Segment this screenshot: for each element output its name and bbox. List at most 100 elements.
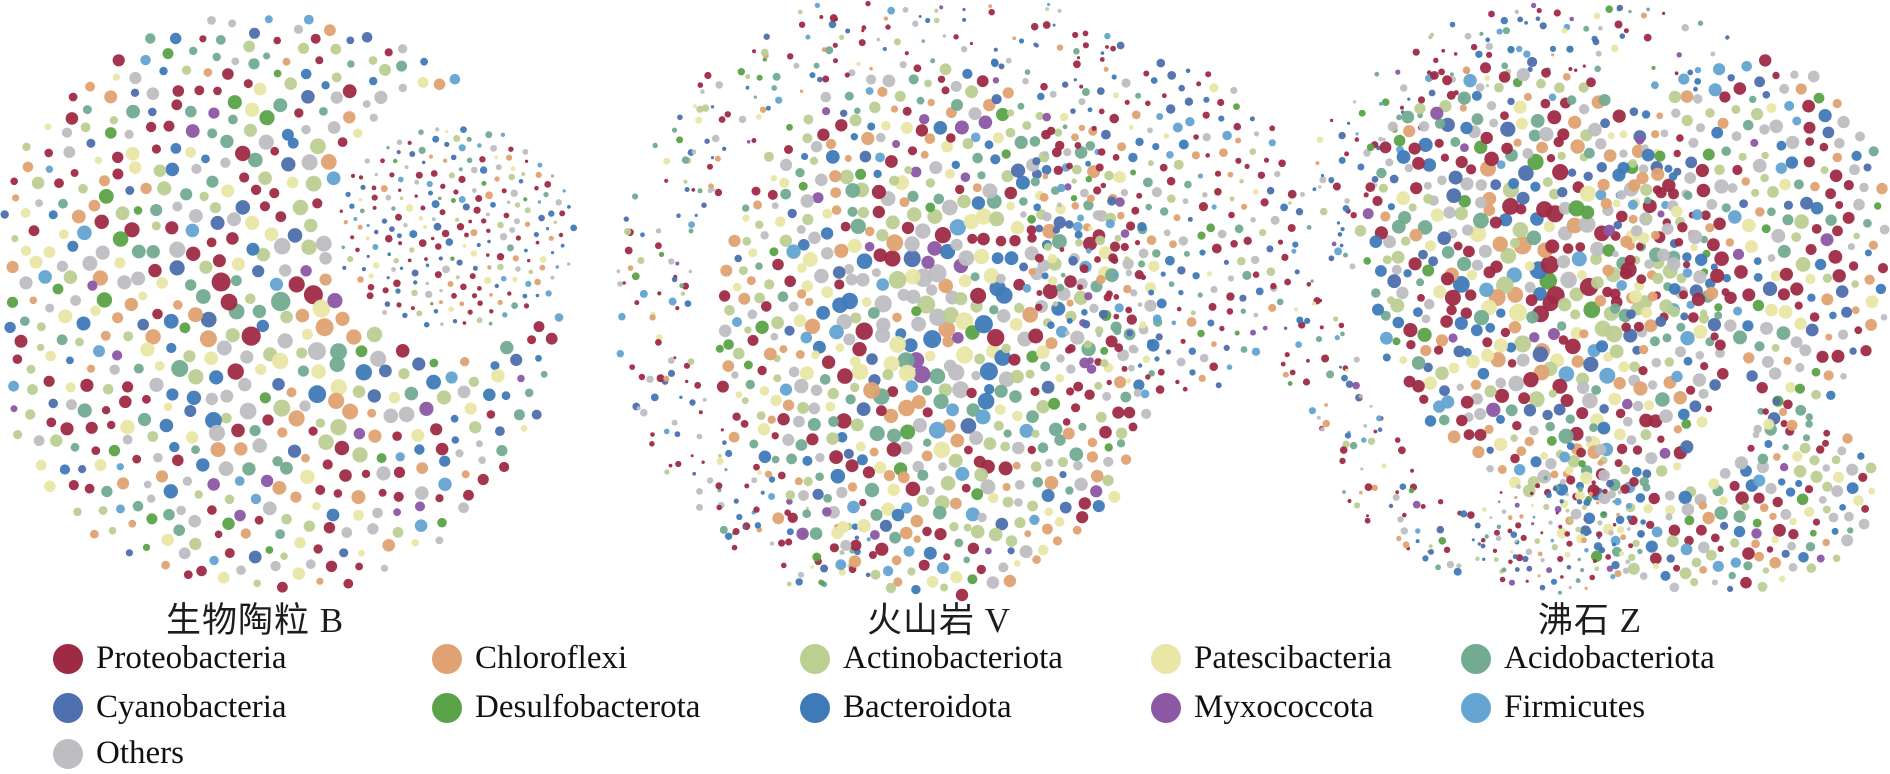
network-node — [843, 333, 856, 346]
network-node — [1112, 173, 1122, 182]
network-node — [1048, 397, 1061, 410]
network-node — [299, 400, 311, 412]
network-node — [567, 205, 571, 209]
network-node — [696, 105, 704, 113]
network-node — [950, 571, 963, 584]
network-node — [754, 292, 765, 304]
network-node — [1439, 414, 1450, 426]
network-node — [904, 51, 909, 56]
legend-item-firmicutes: Firmicutes — [1461, 691, 1645, 724]
network-node — [1490, 179, 1502, 191]
network-node — [1475, 83, 1485, 92]
network-node — [1237, 256, 1246, 266]
network-node — [1508, 559, 1513, 565]
network-node — [1482, 557, 1486, 561]
network-node — [883, 470, 896, 482]
network-node — [1610, 303, 1621, 314]
network-node — [1053, 165, 1064, 175]
network-node — [965, 507, 980, 522]
network-node — [817, 76, 823, 83]
network-node — [1629, 107, 1639, 116]
network-node — [383, 408, 399, 424]
network-node — [380, 158, 385, 164]
legend-label: Others — [96, 735, 184, 771]
network-node — [1064, 330, 1070, 336]
network-node — [899, 61, 907, 69]
network-node — [1523, 372, 1539, 388]
network-node — [1529, 332, 1540, 343]
network-node — [1376, 167, 1387, 179]
network-node — [1779, 407, 1788, 417]
network-node — [1363, 192, 1369, 198]
network-node — [236, 565, 246, 575]
network-node — [1101, 129, 1111, 140]
network-node — [125, 186, 135, 195]
network-node — [147, 431, 159, 442]
network-node — [1793, 179, 1804, 190]
network-node — [779, 383, 793, 396]
network-node — [1625, 559, 1631, 565]
network-node — [1659, 447, 1671, 459]
network-node — [1073, 60, 1081, 69]
network-node — [1013, 278, 1026, 291]
network-node — [771, 85, 778, 91]
network-node — [391, 206, 396, 211]
network-node — [1762, 567, 1770, 574]
network-node — [19, 276, 33, 290]
network-node — [1637, 548, 1643, 555]
network-node — [1074, 142, 1082, 149]
network-node — [1576, 447, 1586, 458]
network-node — [1613, 428, 1626, 441]
network-node — [751, 477, 758, 484]
network-node — [500, 132, 506, 137]
network-node — [1042, 21, 1051, 29]
network-node — [800, 331, 813, 344]
network-node — [1453, 52, 1458, 56]
network-node — [1846, 463, 1859, 476]
network-node — [963, 213, 980, 230]
network-node — [371, 185, 377, 191]
network-node — [218, 461, 234, 477]
network-node — [718, 290, 731, 302]
network-node — [550, 174, 555, 178]
network-node — [1775, 162, 1788, 174]
network-node — [60, 422, 74, 436]
network-node — [303, 285, 323, 305]
network-node — [810, 564, 815, 569]
network-node — [1865, 295, 1879, 309]
network-node — [1676, 134, 1684, 142]
network-node — [1829, 169, 1843, 183]
network-node — [161, 533, 174, 546]
network-node — [1673, 425, 1683, 434]
network-node — [1531, 522, 1535, 526]
network-node — [1253, 131, 1260, 137]
network-node — [1614, 459, 1623, 468]
network-node — [1481, 348, 1495, 363]
network-node — [56, 260, 68, 272]
network-node — [372, 507, 383, 519]
network-node — [795, 578, 803, 586]
network-node — [1316, 415, 1321, 420]
network-node — [1649, 336, 1660, 347]
network-node — [1032, 477, 1044, 488]
network-node — [1666, 257, 1681, 271]
network-node — [1656, 112, 1664, 120]
network-node — [1328, 177, 1335, 183]
network-node — [1564, 531, 1571, 537]
network-node — [1657, 435, 1665, 443]
legend-swatch-bacteroidota-icon — [800, 692, 830, 723]
network-node — [156, 277, 168, 289]
network-node — [256, 247, 271, 262]
network-node — [104, 90, 118, 104]
network-node — [995, 517, 1009, 531]
network-node — [1392, 337, 1401, 346]
network-node — [52, 283, 64, 295]
network-node — [222, 68, 234, 80]
network-node — [1530, 504, 1534, 507]
network-node — [85, 421, 98, 434]
network-node — [1605, 325, 1623, 343]
network-node — [1374, 71, 1380, 77]
network-node — [918, 559, 930, 571]
network-node — [1676, 322, 1686, 332]
network-node — [45, 165, 54, 173]
